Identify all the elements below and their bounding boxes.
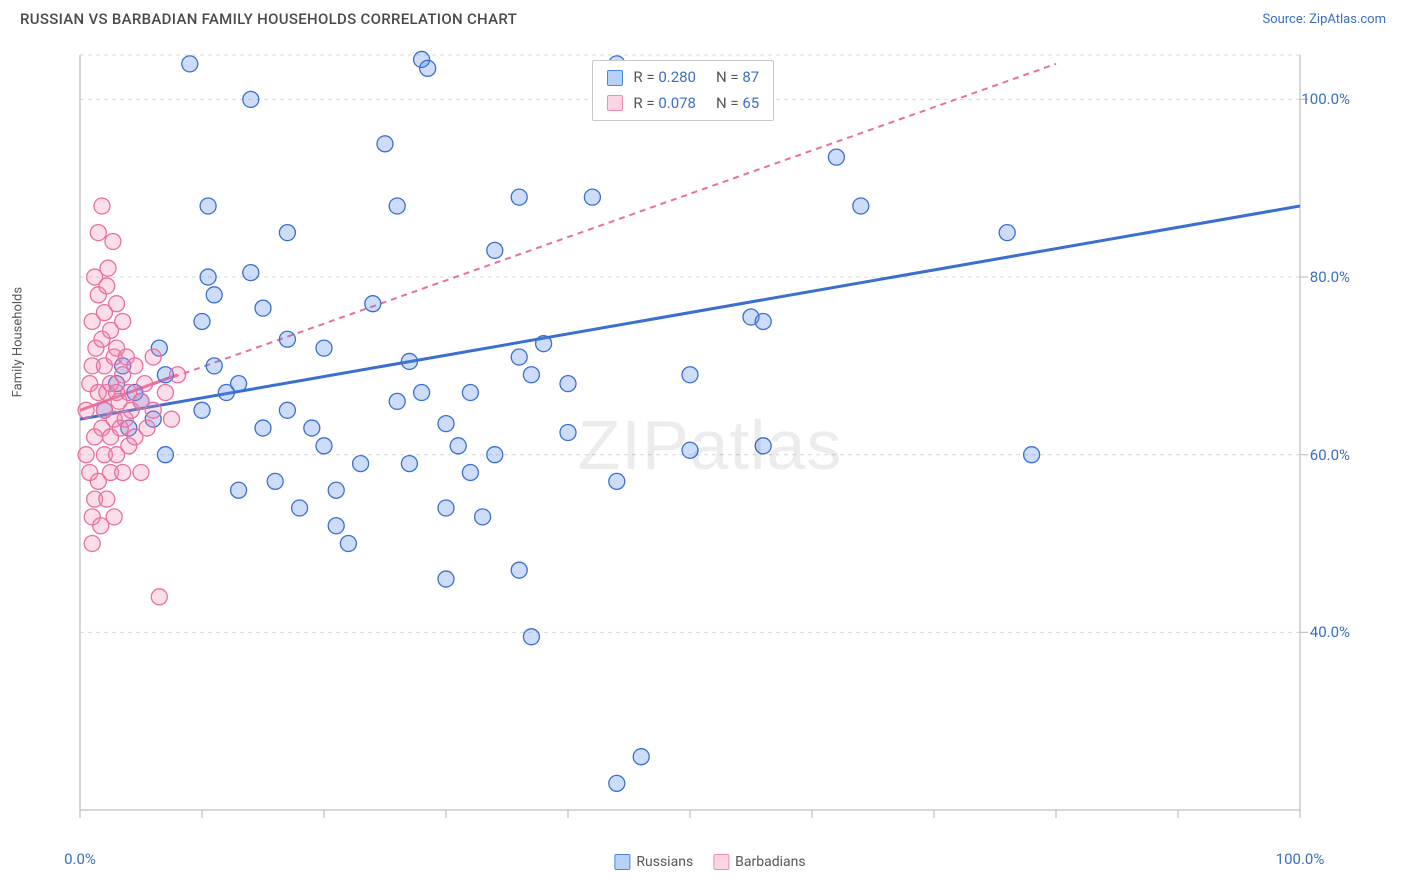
legend-label: Russians <box>636 854 693 870</box>
legend-swatch <box>614 854 630 870</box>
header: RUSSIAN VS BARBADIAN FAMILY HOUSEHOLDS C… <box>0 0 1406 34</box>
x-tick-label: 0.0% <box>64 850 96 868</box>
y-axis-label: Family Households <box>11 287 26 397</box>
stats-n-label: N = 65 <box>716 91 759 117</box>
source-label: Source: ZipAtlas.com <box>1262 12 1386 27</box>
stats-row: R = 0.280 N = 87 <box>607 65 759 91</box>
legend-label: Barbadians <box>735 854 805 870</box>
y-tick-label: 40.0% <box>1310 623 1350 641</box>
stats-swatch <box>607 95 623 111</box>
stats-row: R = 0.078 N = 65 <box>607 91 759 117</box>
legend-item: Russians <box>614 854 693 870</box>
stats-n-label: N = 87 <box>716 65 759 91</box>
y-tick-label: 100.0% <box>1301 90 1350 108</box>
chart-title: RUSSIAN VS BARBADIAN FAMILY HOUSEHOLDS C… <box>20 10 517 28</box>
x-tick-label: 100.0% <box>1276 850 1325 868</box>
legend-item: Barbadians <box>713 854 805 870</box>
y-tick-label: 60.0% <box>1310 446 1350 464</box>
chart-container: Family Households ZIPatlas R = 0.280N = … <box>40 50 1380 840</box>
stats-swatch <box>607 70 623 86</box>
plot-area: ZIPatlas R = 0.280N = 87R = 0.078N = 65 … <box>60 50 1360 840</box>
stats-legend-box: R = 0.280 N = 87 R = 0.078 N = 65 <box>592 60 774 121</box>
scatter-chart <box>60 50 1360 840</box>
legend-swatch <box>713 854 729 870</box>
stats-r-label: R = 0.078 <box>633 91 696 117</box>
stats-r-label: R = 0.280 <box>633 65 696 91</box>
bottom-legend: Russians Barbadians <box>614 854 805 870</box>
y-tick-label: 80.0% <box>1310 268 1350 286</box>
